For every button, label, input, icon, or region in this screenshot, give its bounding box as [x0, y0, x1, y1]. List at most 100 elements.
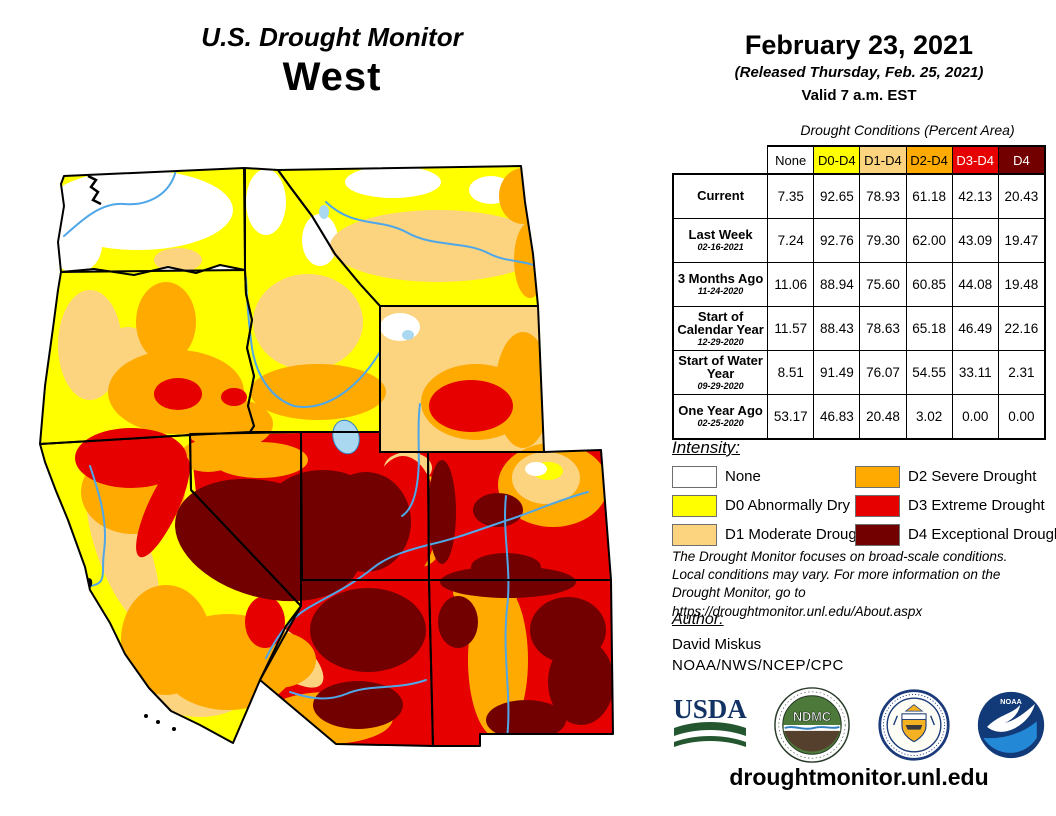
report-title: U.S. Drought Monitor	[201, 22, 463, 52]
table-corner-cell	[673, 146, 768, 174]
table-cell: 11.57	[767, 306, 815, 351]
author-heading: Author:	[672, 611, 724, 628]
table-cell: 7.35	[767, 173, 815, 219]
table-cell: 8.51	[767, 350, 815, 395]
table-cell: 0.00	[951, 394, 999, 440]
noaa-gull	[987, 703, 1035, 732]
usda-logo: USDA	[673, 694, 747, 747]
table-row: Last Week 02-16-2021 7.24 92.76 79.30 62.…	[672, 218, 1046, 263]
table-col-header: D2-D4	[905, 145, 953, 175]
table-cell: 46.49	[951, 306, 999, 351]
table-cell: 92.65	[813, 173, 861, 219]
map-title: U.S. Drought Monitor West	[0, 22, 664, 100]
table-col-header: D4	[997, 145, 1046, 175]
puget-sound	[87, 174, 102, 206]
legend-item-d4: D4 Exceptional Drought	[855, 520, 1056, 549]
map-date: February 23, 2021	[744, 30, 974, 60]
table-cell: 62.00	[905, 218, 953, 263]
footer-url: droughtmonitor.unl.edu	[729, 764, 989, 790]
row-label: 3 Months Ago 11-24-2020	[672, 262, 769, 307]
row-label: Last Week 02-16-2021	[672, 218, 769, 263]
usda-swoosh-bottom	[674, 736, 746, 747]
ndmc-logo: NDMC	[774, 687, 851, 763]
drought-conditions-table: None D0-D4 D1-D4 D2-D4 D3-D4 D4 Current …	[672, 145, 1046, 440]
table-cell: 3.02	[905, 394, 953, 440]
info-panel: February 23, 2021 (Released Thursday, Fe…	[672, 0, 1056, 816]
seal-ship	[905, 725, 922, 730]
yellowstone-lake	[402, 330, 414, 340]
author-org: NOAA/NWS/NCEP/CPC	[672, 657, 844, 674]
legend-swatch-d3	[855, 494, 900, 517]
author-name: David Miskus	[672, 636, 762, 653]
noaa-logo: NOAA	[977, 691, 1045, 759]
table-cell: 19.47	[997, 218, 1046, 263]
row-label: Current	[672, 173, 769, 219]
state-california	[39, 434, 302, 744]
table-cell: 43.09	[951, 218, 999, 263]
table-row: Start of Water Year 09-29-2020 8.51 91.49…	[672, 350, 1046, 395]
table-col-header: D1-D4	[859, 145, 907, 175]
legend: None D2 Severe Drought D0 Abnormally Dry…	[672, 462, 1056, 549]
table-cell: 91.49	[813, 350, 861, 395]
usda-text: USDA	[673, 694, 747, 724]
legend-swatch-d4	[855, 523, 900, 546]
noaa-text: NOAA	[1000, 697, 1022, 706]
table-cell: 78.63	[859, 306, 907, 351]
agency-logos: USDA NDMC	[672, 684, 1046, 766]
great-salt-lake	[332, 419, 360, 455]
table-cell: 7.24	[767, 218, 815, 263]
west-region-map-svg	[39, 165, 614, 747]
table-header-row: None D0-D4 D1-D4 D2-D4 D3-D4 D4	[673, 145, 1046, 175]
release-date: (Released Thursday, Feb. 25, 2021)	[734, 64, 984, 81]
state-colorado	[427, 449, 612, 581]
table-cell: 46.83	[813, 394, 861, 440]
legend-swatch-d0	[672, 494, 717, 517]
legend-item-d0: D0 Abnormally Dry	[672, 491, 855, 520]
table-cell: 20.43	[997, 173, 1046, 219]
table-row: 3 Months Ago 11-24-2020 11.06 88.94 75.60…	[672, 262, 1046, 307]
table-cell: 20.48	[859, 394, 907, 440]
legend-item-d1: D1 Moderate Drought	[672, 520, 869, 549]
table-row: Current 7.35 92.65 78.93 61.18 42.13 20.…	[672, 173, 1046, 219]
channel-islands	[144, 714, 176, 731]
legend-swatch-none	[672, 465, 717, 488]
rivers	[63, 169, 589, 739]
table-cell: 54.55	[905, 350, 953, 395]
row-label: One Year Ago 02-25-2020	[672, 394, 769, 440]
table-cell: 76.07	[859, 350, 907, 395]
state-borders	[39, 165, 614, 747]
row-label: Start of Water Year 09-29-2020	[672, 350, 769, 395]
usda-swoosh-top	[674, 722, 746, 736]
table-cell: 78.93	[859, 173, 907, 219]
table-cell: 33.11	[951, 350, 999, 395]
drought-shading	[40, 166, 613, 746]
table-col-header: D3-D4	[951, 145, 999, 175]
commerce-seal-logo	[878, 689, 950, 761]
table-cell: 61.18	[905, 173, 953, 219]
legend-item-d3: D3 Extreme Drought	[855, 491, 1046, 520]
legend-heading: Intensity:	[672, 438, 741, 457]
row-label: Start of Calendar Year 12-29-2020	[672, 306, 769, 351]
table-row: Start of Calendar Year 12-29-2020 11.57 8…	[672, 306, 1046, 351]
table-cell: 92.76	[813, 218, 861, 263]
table-col-header: None	[767, 145, 815, 175]
legend-swatch-d1	[672, 523, 717, 546]
table-caption: Drought Conditions (Percent Area)	[800, 122, 1015, 138]
table-cell: 0.00	[997, 394, 1046, 440]
table-cell: 11.06	[767, 262, 815, 307]
drought-map	[28, 160, 663, 763]
table-row: One Year Ago 02-25-2020 53.17 46.83 20.48…	[672, 394, 1046, 440]
table-cell: 2.31	[997, 350, 1046, 395]
table-col-header: D0-D4	[813, 145, 861, 175]
table-cell: 79.30	[859, 218, 907, 263]
table-cell: 88.43	[813, 306, 861, 351]
table-cell: 42.13	[951, 173, 999, 219]
legend-swatch-d2	[855, 465, 900, 488]
table-cell: 75.60	[859, 262, 907, 307]
table-cell: 65.18	[905, 306, 953, 351]
ndmc-text: NDMC	[793, 710, 831, 724]
table-cell: 53.17	[767, 394, 815, 440]
legend-item-none: None	[672, 462, 855, 491]
disclaimer-text: The Drought Monitor focuses on broad-sca…	[672, 549, 1008, 619]
